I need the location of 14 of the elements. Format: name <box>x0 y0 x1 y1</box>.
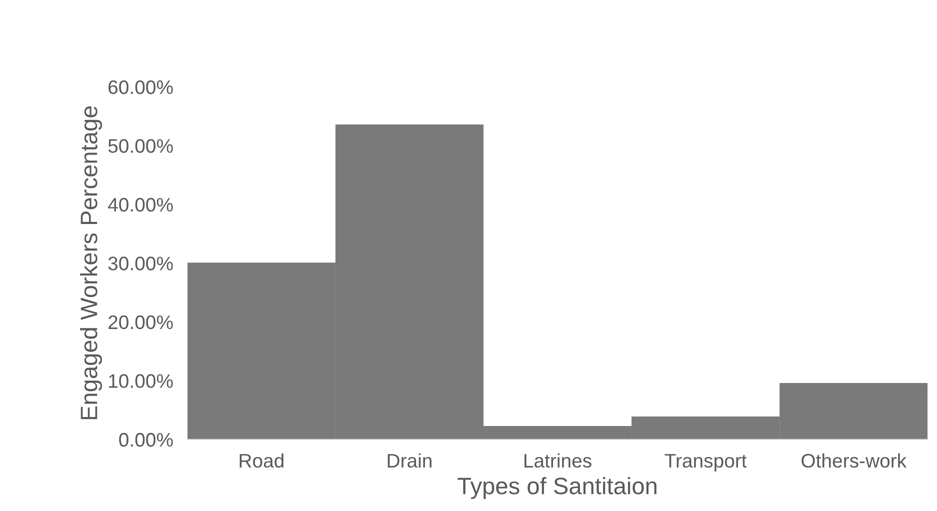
y-tick-label: 60.00% <box>108 80 173 94</box>
y-tick-label: 20.00% <box>108 315 173 330</box>
y-tick-label: 10.00% <box>109 374 173 388</box>
y-tick-label: 30.00% <box>108 256 173 270</box>
y-tick-label: 40.00% <box>108 198 173 212</box>
y-tick-label: 50.00% <box>108 139 173 153</box>
y-axis-title: Engaged Workers Percentage <box>80 106 102 420</box>
x-tick-label: Others-work <box>802 453 907 468</box>
x-tick-label: Drain <box>388 453 432 468</box>
x-tick-label: Road <box>240 453 284 468</box>
y-tick-label: 0.00% <box>119 432 173 447</box>
x-tick-label: Transport <box>664 454 747 472</box>
x-axis-title: Types of Santitaion <box>458 477 656 500</box>
x-tick-label: Latrines <box>524 453 592 468</box>
